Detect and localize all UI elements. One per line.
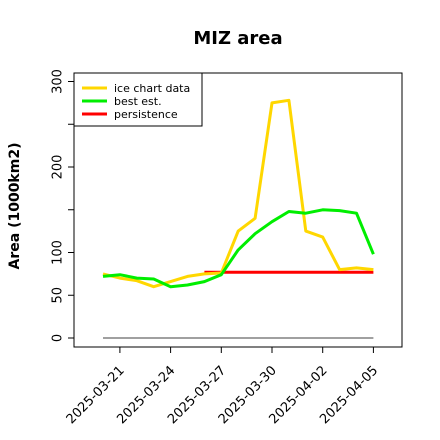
y-tick-label: 300 [51,69,66,94]
legend-label-best-est: best est. [114,95,162,108]
y-tick-label: 200 [51,155,66,180]
x-axis: 2025-03-212025-03-242025-03-272025-03-30… [64,347,381,427]
series-layer [102,98,375,339]
chart-title: MIZ area [193,28,282,49]
legend-label-persistence: persistence [114,108,178,121]
series-line-ice-chart-data [102,98,374,289]
legend-label-ice-chart-data: ice chart data [114,82,190,95]
series-line-best-est [102,208,375,289]
y-axis: 0 50 100 200 300 [51,69,74,342]
y-tick-label: 0 [51,334,66,342]
legend: ice chart data best est. persistence [73,72,203,127]
y-tick-label: 50 [51,287,66,304]
y-axis-label: Area (1000km2) [7,143,23,270]
y-tick-label: 100 [51,240,66,265]
